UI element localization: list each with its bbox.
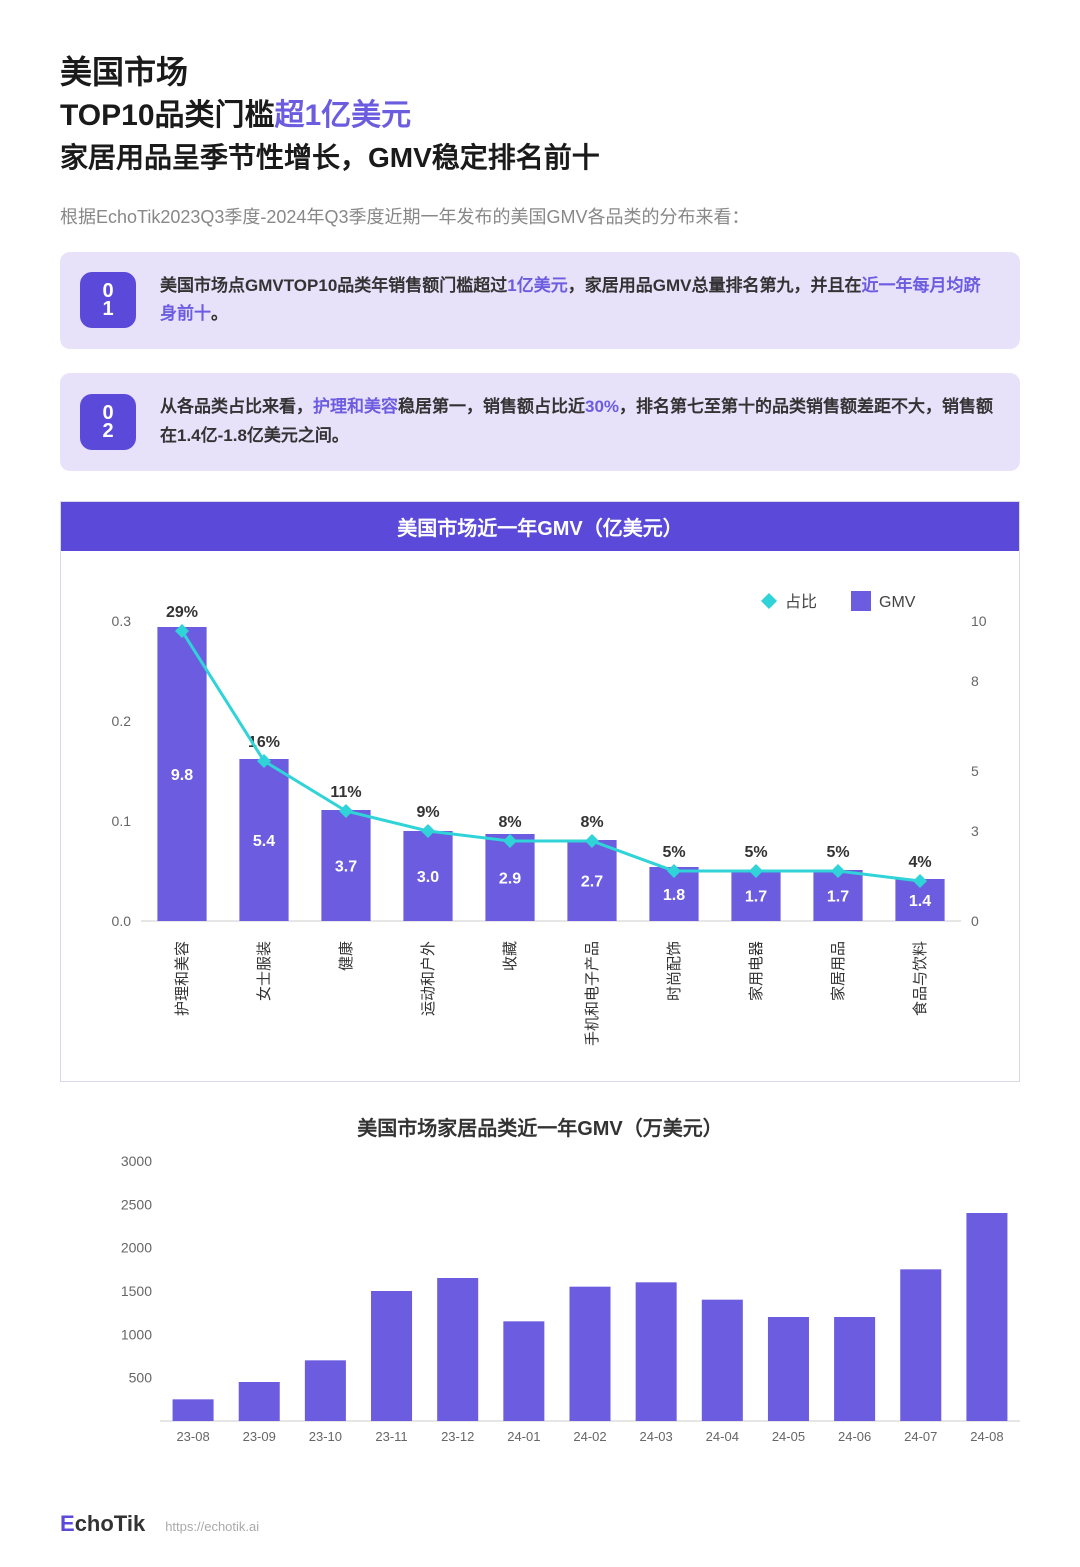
svg-text:8%: 8% — [580, 814, 603, 831]
title-main: 美国市场 — [60, 50, 1020, 95]
svg-text:8: 8 — [971, 673, 979, 689]
svg-text:运动和户外: 运动和户外 — [420, 941, 437, 1016]
brand-rest: choTik — [75, 1511, 146, 1536]
svg-text:护理和美容: 护理和美容 — [174, 941, 191, 1016]
svg-text:23-08: 23-08 — [176, 1429, 209, 1444]
callout: 01 美国市场点GMVTOP10品类年销售额门槛超过1亿美元，家居用品GMV总量排… — [60, 252, 1020, 350]
footer-brand: EchoTik — [60, 1511, 145, 1537]
callout: 02 从各品类占比来看，护理和美容稳居第一，销售额占比近30%，排名第七至第十的品… — [60, 373, 1020, 471]
svg-text:1.4: 1.4 — [909, 893, 931, 910]
svg-text:23-12: 23-12 — [441, 1429, 474, 1444]
brand-e: E — [60, 1511, 75, 1536]
svg-text:1.7: 1.7 — [827, 889, 849, 906]
header-block: 美国市场 TOP10品类门槛超1亿美元 家居用品呈季节性增长，GMV稳定排名前十 — [60, 50, 1020, 179]
chart1-title: 美国市场近一年GMV（亿美元） — [61, 502, 1019, 551]
svg-text:0.3: 0.3 — [112, 613, 132, 629]
svg-text:食品与饮料: 食品与饮料 — [912, 941, 929, 1016]
svg-text:24-01: 24-01 — [507, 1429, 540, 1444]
svg-text:0.2: 0.2 — [112, 713, 132, 729]
title-desc: 家居用品呈季节性增长，GMV稳定排名前十 — [60, 137, 1020, 179]
svg-text:24-03: 24-03 — [640, 1429, 673, 1444]
chart1-container: 美国市场近一年GMV（亿美元） 0.0 0.1 0.2 0.3 0 3 5 8 10 占比 GMV 9… — [60, 501, 1020, 1082]
svg-text:4%: 4% — [908, 854, 931, 871]
svg-text:手机和电子产品: 手机和电子产品 — [584, 941, 601, 1046]
svg-text:2500: 2500 — [121, 1196, 152, 1212]
svg-text:收藏: 收藏 — [502, 941, 519, 971]
svg-text:1.7: 1.7 — [745, 889, 767, 906]
svg-text:11%: 11% — [330, 784, 361, 801]
svg-text:24-04: 24-04 — [706, 1429, 739, 1444]
svg-text:24-02: 24-02 — [573, 1429, 606, 1444]
callout-text: 美国市场点GMVTOP10品类年销售额门槛超过1亿美元，家居用品GMV总量排名第… — [160, 272, 996, 330]
svg-text:1.8: 1.8 — [663, 887, 685, 904]
svg-text:9%: 9% — [416, 804, 439, 821]
callout-badge: 02 — [80, 394, 136, 450]
svg-text:占比: 占比 — [785, 593, 817, 611]
title-sub-prefix: TOP10品类门槛 — [60, 99, 275, 132]
svg-text:24-06: 24-06 — [838, 1429, 871, 1444]
chart1-body: 0.0 0.1 0.2 0.3 0 3 5 8 10 占比 GMV 9.8 护理和美容 29% 5.4 女士服… — [61, 551, 1019, 1081]
svg-text:3: 3 — [971, 823, 979, 839]
svg-text:1500: 1500 — [121, 1283, 152, 1299]
chart2-title: 美国市场家居品类近一年GMV（万美元） — [100, 1112, 980, 1141]
chart2-svg: 500 1000 1500 2000 2500 3000 23-08 23-09 23-10 23… — [100, 1151, 1030, 1461]
svg-text:500: 500 — [129, 1370, 153, 1386]
svg-text:24-08: 24-08 — [970, 1429, 1003, 1444]
svg-text:家用电器: 家用电器 — [748, 941, 765, 1001]
svg-text:女士服装: 女士服装 — [255, 941, 273, 1001]
callout-text: 从各品类占比来看，护理和美容稳居第一，销售额占比近30%，排名第七至第十的品类销… — [160, 393, 996, 451]
svg-text:GMV: GMV — [879, 594, 916, 611]
svg-text:2.7: 2.7 — [581, 874, 603, 891]
svg-text:29%: 29% — [166, 604, 198, 621]
svg-text:3000: 3000 — [121, 1153, 152, 1169]
svg-text:3.7: 3.7 — [335, 859, 357, 876]
svg-text:健康: 健康 — [338, 941, 355, 971]
svg-text:5.4: 5.4 — [253, 833, 275, 850]
svg-text:1000: 1000 — [121, 1326, 152, 1342]
chart2-container: 美国市场家居品类近一年GMV（万美元） 500 1000 1500 2000 2500 3… — [60, 1112, 1020, 1481]
svg-text:5: 5 — [971, 763, 979, 779]
title-sub: TOP10品类门槛超1亿美元 — [60, 95, 1020, 137]
svg-text:23-09: 23-09 — [243, 1429, 276, 1444]
svg-text:8%: 8% — [498, 814, 521, 831]
svg-text:0: 0 — [971, 913, 979, 929]
svg-text:23-11: 23-11 — [375, 1429, 407, 1444]
svg-text:10: 10 — [971, 613, 987, 629]
subtitle: 根据EchoTik2023Q3季度-2024年Q3季度近期一年发布的美国GMV各… — [60, 203, 1020, 232]
svg-text:0.0: 0.0 — [112, 913, 132, 929]
callout-badge: 01 — [80, 272, 136, 328]
svg-text:24-07: 24-07 — [904, 1429, 937, 1444]
svg-text:3.0: 3.0 — [417, 869, 439, 886]
svg-text:时尚配饰: 时尚配饰 — [666, 941, 683, 1001]
svg-text:24-05: 24-05 — [772, 1429, 805, 1444]
callouts: 01 美国市场点GMVTOP10品类年销售额门槛超过1亿美元，家居用品GMV总量排… — [60, 252, 1020, 472]
svg-text:5%: 5% — [662, 844, 685, 861]
svg-text:2.9: 2.9 — [499, 871, 521, 888]
footer: EchoTik https://echotik.ai — [60, 1511, 1020, 1537]
svg-text:5%: 5% — [826, 844, 849, 861]
svg-text:23-10: 23-10 — [309, 1429, 342, 1444]
footer-url: https://echotik.ai — [165, 1519, 259, 1534]
svg-text:5%: 5% — [744, 844, 767, 861]
svg-text:0.1: 0.1 — [112, 813, 132, 829]
svg-text:家居用品: 家居用品 — [830, 941, 847, 1001]
svg-text:9.8: 9.8 — [171, 767, 193, 784]
svg-text:2000: 2000 — [121, 1240, 152, 1256]
chart1-svg: 0.0 0.1 0.2 0.3 0 3 5 8 10 占比 GMV 9.8 护理和美容 29% 5.4 女士服… — [91, 571, 1011, 1061]
title-sub-highlight: 超1亿美元 — [275, 99, 412, 132]
